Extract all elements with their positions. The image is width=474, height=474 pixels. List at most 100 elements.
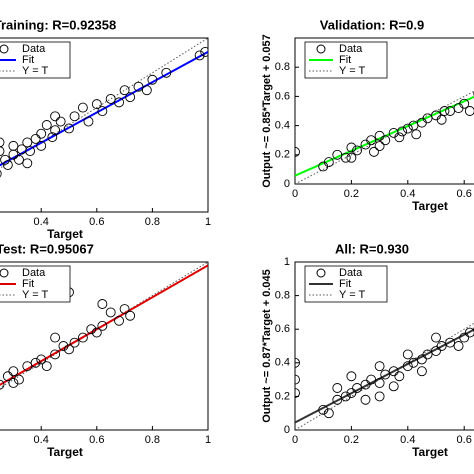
data-point: [295, 146, 300, 157]
data-point: [2, 371, 13, 382]
data-point: [352, 145, 362, 156]
data-point: [105, 307, 116, 318]
data-point: [119, 85, 130, 96]
data-point: [41, 120, 52, 130]
data-point: [8, 378, 19, 388]
data-point: [83, 116, 94, 127]
data-point: [64, 344, 74, 355]
fit-line: [0, 51, 208, 167]
data-point: [8, 140, 19, 151]
data-point: [369, 146, 379, 157]
data-point: [374, 361, 385, 372]
plot-content: [0, 38, 208, 178]
data-point: [332, 394, 343, 405]
data-point: [161, 67, 172, 78]
data-point: [374, 141, 385, 151]
data-point: [295, 374, 300, 385]
data-point: [431, 346, 441, 356]
legend-label: Fit: [339, 54, 351, 66]
legend-label: Data: [22, 43, 46, 55]
data-point: [77, 102, 88, 113]
chart-title: All: R=0.930: [335, 241, 409, 256]
data-point: [374, 378, 385, 388]
data-point: [22, 137, 33, 148]
data-point: [97, 106, 108, 117]
data-point: [332, 383, 343, 393]
x-tick-label: 1: [205, 216, 211, 228]
y-tick-label: 0: [284, 178, 290, 190]
y-tick-label: 0.4: [275, 357, 290, 369]
data-point: [346, 371, 357, 382]
data-point: [411, 129, 422, 140]
data-point: [295, 388, 300, 398]
data-point: [0, 137, 5, 148]
legend-label: Fit: [22, 278, 34, 290]
x-tick-label: 0.6: [89, 216, 104, 228]
data-point: [41, 361, 52, 372]
data-point: [200, 46, 208, 57]
data-point: [360, 379, 371, 390]
data-point: [346, 388, 357, 398]
y-tick-label: 0.4: [275, 120, 290, 132]
data-point: [22, 158, 33, 169]
identity-line: [0, 38, 208, 169]
data-point: [459, 332, 470, 343]
data-point: [436, 341, 447, 351]
data-point: [394, 132, 405, 143]
data-point: [86, 324, 97, 335]
y-tick-label: 0: [284, 424, 290, 436]
data-point: [2, 160, 13, 170]
data-point: [119, 304, 130, 314]
plot-content: [295, 322, 474, 430]
y-tick-label: 0.2: [275, 390, 290, 402]
data-point: [125, 310, 136, 321]
data-point: [323, 157, 334, 168]
data-point: [0, 146, 5, 157]
data-point: [194, 50, 205, 61]
data-point: [402, 349, 413, 360]
y-tick-label: 0.8: [275, 61, 290, 73]
x-tick-label: 0.6: [457, 188, 472, 200]
x-tick-label: 0.2: [344, 434, 359, 446]
data-point: [36, 128, 47, 139]
legend-label: Y = T: [339, 65, 365, 77]
data-point: [55, 116, 66, 127]
y-tick-label: 0.6: [275, 323, 290, 335]
x-tick-label: 0.8: [145, 216, 160, 228]
data-point: [380, 135, 391, 146]
data-point: [397, 126, 408, 137]
data-point: [25, 146, 36, 157]
chart-title: Training: R=0.92358: [0, 17, 116, 32]
data-point: [50, 332, 61, 343]
legend-label: Fit: [339, 278, 351, 290]
legend-label: Data: [22, 267, 46, 279]
legend-label: Y = T: [22, 65, 48, 77]
data-point: [141, 85, 152, 96]
data-point: [69, 111, 80, 122]
data-point: [47, 132, 58, 143]
data-point: [346, 152, 357, 163]
x-tick-label: 0.4: [34, 216, 49, 228]
y-tick-label: 1: [284, 256, 290, 268]
data-point: [346, 142, 357, 153]
legend-label: Data: [339, 267, 363, 279]
data-point: [105, 93, 116, 104]
data-point: [91, 327, 102, 338]
legend-marker: [0, 268, 9, 278]
data-point: [30, 133, 41, 144]
x-tick-label: 0.4: [400, 434, 415, 446]
data-point: [30, 357, 41, 368]
x-tick-label: 0.4: [400, 188, 415, 200]
x-tick-label: 0.6: [89, 434, 104, 446]
data-point: [50, 125, 61, 136]
data-point: [394, 371, 405, 382]
x-tick-label: 0.4: [34, 434, 49, 446]
legend-label: Fit: [22, 54, 34, 66]
y-axis-label: Output ~= 0.85*Target + 0.057: [261, 34, 273, 188]
data-point: [114, 97, 124, 108]
x-axis-label: Target: [412, 445, 448, 459]
data-point: [133, 81, 144, 92]
